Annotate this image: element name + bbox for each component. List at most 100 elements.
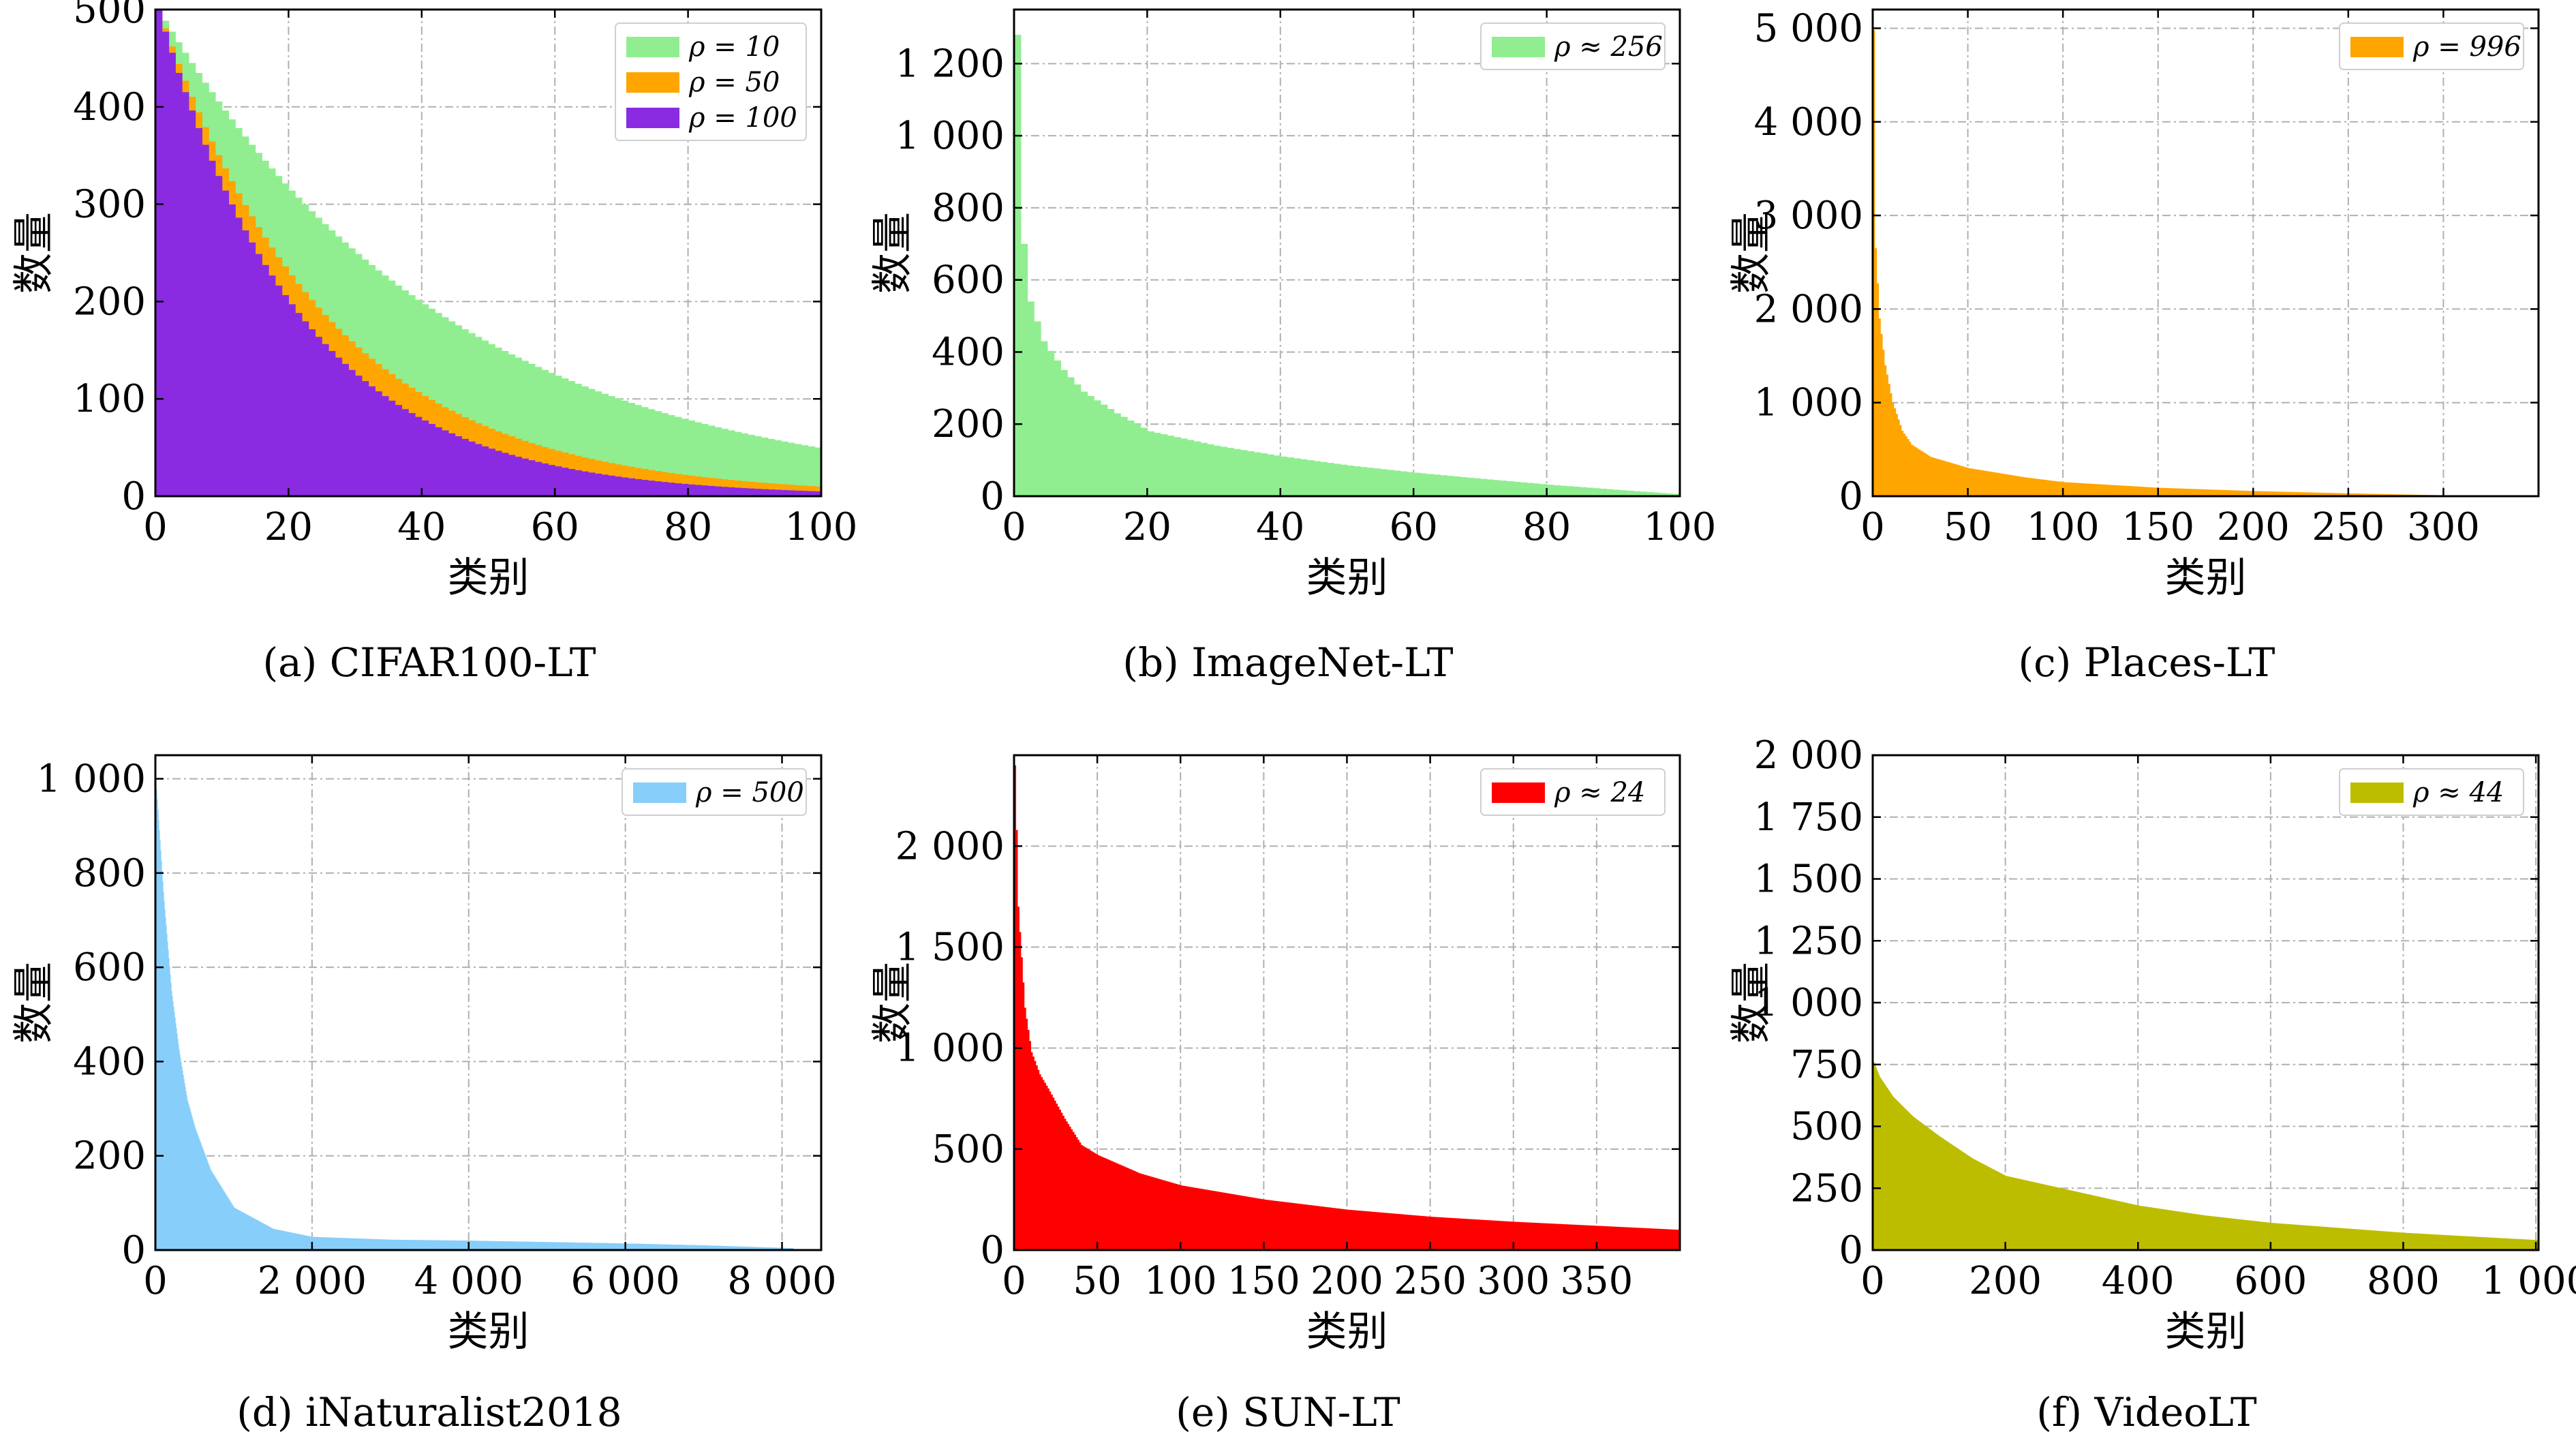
bar — [2049, 481, 2052, 496]
bar — [1960, 1150, 1962, 1250]
bar — [307, 1236, 309, 1250]
bar — [2432, 1234, 2434, 1250]
bar — [2023, 1179, 2025, 1250]
bar — [2119, 1201, 2121, 1250]
bar — [1653, 492, 1661, 496]
bar — [2288, 1224, 2290, 1250]
bar — [2070, 1190, 2072, 1250]
bar — [1320, 1206, 1323, 1250]
bar — [2118, 485, 2121, 496]
bar — [734, 1246, 735, 1250]
bar — [1087, 395, 1094, 496]
bar — [2453, 1235, 2455, 1250]
bar — [665, 1244, 666, 1250]
bar — [708, 1245, 709, 1250]
bar — [2071, 1190, 2073, 1250]
bar — [2357, 1229, 2359, 1250]
bar — [1035, 1065, 1038, 1250]
bar — [532, 1241, 533, 1250]
bar — [689, 1245, 690, 1250]
bar — [2036, 1183, 2038, 1250]
bar — [418, 1240, 419, 1250]
bar — [2263, 491, 2265, 496]
bar — [1905, 1110, 1907, 1250]
bar — [725, 1246, 726, 1250]
bar — [1456, 1218, 1459, 1250]
bar — [654, 1244, 656, 1250]
bar — [1426, 1216, 1429, 1250]
bar — [2186, 489, 2189, 496]
bar — [2139, 1205, 2141, 1250]
bar — [1892, 1095, 1893, 1250]
bar — [1595, 1226, 1597, 1250]
bar — [2437, 1234, 2438, 1250]
bar — [2476, 1236, 2478, 1250]
bar — [1953, 1146, 1955, 1250]
bar — [2367, 1230, 2369, 1250]
bar — [1505, 1221, 1507, 1250]
bar — [456, 1240, 457, 1250]
bar — [237, 1209, 239, 1250]
bar — [535, 1241, 536, 1250]
bar — [2293, 491, 2296, 496]
bar — [639, 1243, 640, 1250]
bar — [2033, 1182, 2035, 1250]
bar — [754, 1247, 755, 1250]
bar — [1233, 1194, 1236, 1250]
bar — [1355, 1210, 1358, 1250]
bar — [754, 436, 762, 496]
bar — [2087, 1193, 2088, 1250]
x-tick-label: 8 000 — [727, 1259, 836, 1303]
bar — [2504, 1238, 2506, 1250]
bar — [2175, 488, 2178, 496]
bar — [517, 1241, 519, 1250]
bar — [2186, 1213, 2187, 1250]
bar — [182, 92, 189, 496]
bar — [1060, 369, 1068, 496]
bar — [2017, 1178, 2019, 1250]
bar — [584, 1243, 585, 1250]
bar — [579, 1243, 580, 1250]
bar — [1274, 1200, 1276, 1250]
y-tick-label: 1 500 — [1754, 857, 1863, 902]
bar — [219, 1183, 220, 1250]
bar — [318, 1236, 320, 1250]
bar — [542, 1242, 543, 1250]
bar — [2425, 1234, 2427, 1250]
bar — [1947, 1142, 1949, 1250]
bar — [206, 1159, 208, 1250]
bar — [632, 1243, 633, 1250]
bar — [1148, 1176, 1151, 1250]
bar — [773, 1247, 775, 1250]
bar — [481, 1241, 482, 1250]
bar — [1927, 455, 1931, 496]
bar — [176, 1028, 177, 1250]
bar — [670, 1244, 671, 1250]
bar — [588, 389, 596, 496]
bar — [684, 1245, 686, 1250]
bar — [323, 1237, 324, 1250]
x-axis-label: 类别 — [448, 1308, 530, 1356]
bar — [2366, 1230, 2368, 1250]
bar — [2128, 1203, 2130, 1250]
bar — [1347, 1209, 1349, 1250]
bar — [2451, 1235, 2453, 1250]
bar — [371, 1238, 372, 1250]
bar — [1911, 1115, 1913, 1250]
bar — [741, 1246, 742, 1250]
bar — [2132, 1204, 2134, 1250]
bar — [505, 1241, 506, 1250]
bar — [638, 1243, 639, 1250]
bar — [2222, 1217, 2224, 1250]
bar — [2375, 1230, 2377, 1250]
bar — [1418, 1215, 1421, 1250]
bar — [2316, 1226, 2318, 1250]
bar — [2083, 1193, 2085, 1250]
bar — [2442, 1234, 2444, 1250]
bar — [1137, 1172, 1139, 1250]
bar — [1027, 301, 1034, 496]
bar — [2016, 1178, 2017, 1250]
bar — [2512, 1238, 2513, 1250]
y-tick-label: 400 — [73, 85, 146, 130]
bar — [1902, 1106, 1904, 1250]
